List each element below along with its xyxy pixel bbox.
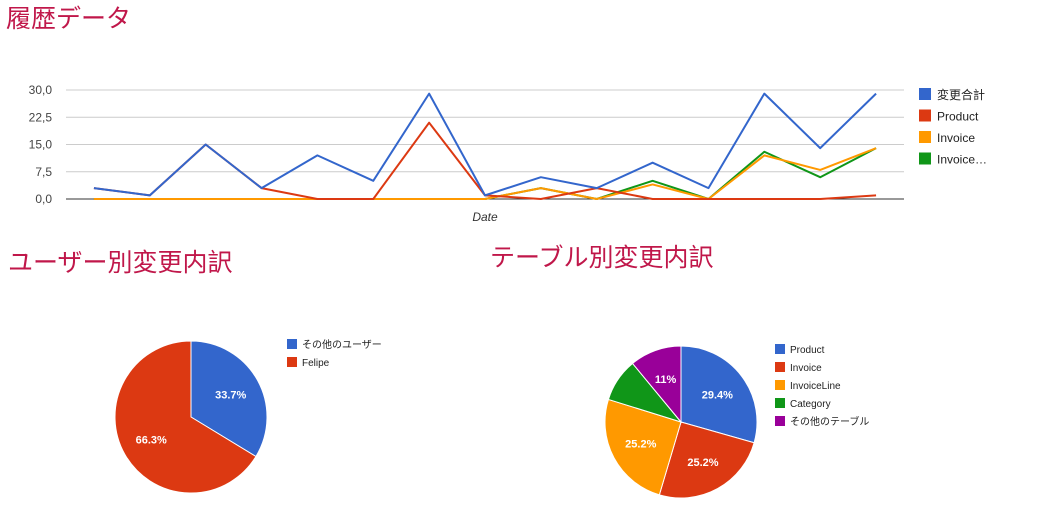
legend-label: 変更合計 — [937, 87, 985, 102]
series-line — [93, 147, 877, 200]
series-line — [93, 92, 877, 197]
legend-swatch — [287, 339, 297, 349]
legend-label: InvoiceLine — [790, 381, 841, 392]
legend-label: Product — [937, 110, 979, 124]
legend-swatch — [775, 398, 785, 408]
legend-label: その他のテーブル — [790, 415, 869, 428]
legend-swatch — [775, 380, 785, 390]
legend-label: Felipe — [302, 358, 330, 369]
legend-swatch — [919, 109, 931, 122]
slice-label: 11% — [655, 374, 677, 386]
series-line — [93, 147, 877, 200]
legend-swatch — [775, 344, 785, 354]
table-breakdown-pie-chart: 29.4% 25.2% 25.2% 11% Product Invoice InvoiceL… — [604, 344, 869, 499]
y-tick-label: 7,5 — [35, 165, 52, 179]
legend-swatch — [919, 152, 931, 165]
pie-slice — [190, 340, 268, 458]
legend-label: Invoice — [937, 131, 975, 145]
legend-swatch — [287, 357, 297, 367]
slice-label: 33.7% — [215, 390, 246, 402]
slice-label: 25.2% — [687, 457, 718, 469]
history-chart-title: 履歴データ — [6, 4, 132, 33]
legend-label: Category — [790, 399, 831, 410]
pie-slice — [680, 345, 758, 444]
user-breakdown-pie-chart: 33.7% 66.3% その他のユーザー Felipe — [114, 338, 382, 494]
legend-label: Invoice — [790, 363, 822, 374]
legend-swatch — [919, 88, 931, 100]
pie-slice — [604, 398, 682, 496]
slice-label: 25.2% — [625, 438, 656, 450]
user-breakdown-title: ユーザー別変更内訳 — [8, 248, 233, 277]
y-tick-label: 0,0 — [35, 192, 52, 206]
legend-swatch — [775, 416, 785, 426]
pie-slice — [114, 340, 257, 494]
legend-label: Product — [790, 345, 825, 356]
x-axis-title: Date — [472, 210, 498, 224]
y-tick-label: 30,0 — [29, 83, 53, 97]
legend-label: その他のユーザー — [302, 338, 382, 351]
legend-swatch — [919, 131, 931, 143]
history-line-chart: 0,0 7,5 15,0 22,5 30,0 Date 変更合計 Product Invoice… — [29, 83, 987, 224]
y-tick-label: 22,5 — [29, 110, 53, 124]
pie-slice — [658, 421, 755, 499]
y-tick-label: 15,0 — [29, 138, 53, 152]
pie-slice — [631, 345, 682, 424]
table-breakdown-title: テーブル別変更内訳 — [490, 243, 714, 272]
slice-label: 66.3% — [136, 434, 167, 446]
legend-label: Invoice… — [937, 153, 987, 167]
slice-label: 29.4% — [702, 390, 733, 402]
legend-swatch — [775, 362, 785, 372]
